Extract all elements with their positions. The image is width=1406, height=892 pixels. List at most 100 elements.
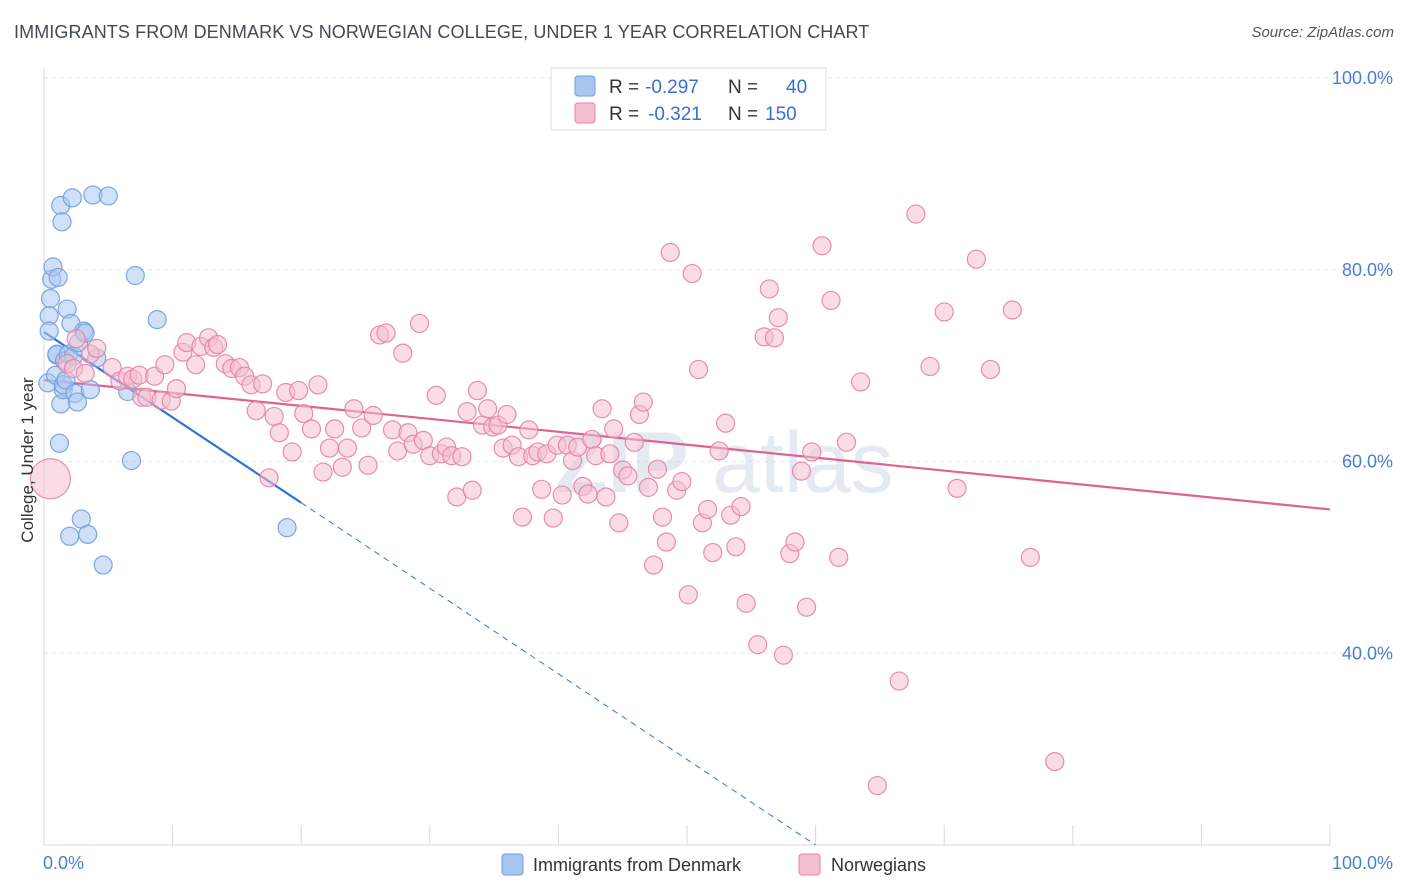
norwegian-point (759, 279, 779, 299)
norwegian-point (582, 429, 602, 450)
norwegian-point (337, 438, 358, 458)
norwegian-point (624, 432, 644, 452)
tick-labels: 40.0% 60.0% 80.0% 100.0% 0.0% 100.0% (43, 68, 1393, 873)
norwegian-point (29, 458, 72, 500)
legend-blue-n-value: 40 (786, 77, 807, 98)
legend-box (550, 67, 827, 131)
norwegian-point (308, 375, 328, 395)
norwegian-point (552, 485, 572, 505)
norwegian-point (358, 455, 378, 475)
bottom-legend-label-pink: Norwegians (831, 855, 926, 875)
legend-swatch-pink (574, 102, 596, 124)
norwegian-point (609, 513, 629, 533)
norwegian-point (791, 461, 812, 481)
denmark-point (67, 392, 88, 412)
legend-pink-n-label: N = (728, 104, 758, 125)
norwegian-point (478, 399, 498, 419)
denmark-point (98, 186, 118, 206)
norwegian-point (647, 459, 668, 479)
norwegian-point (352, 418, 372, 438)
y-axis-title: College, Under 1 year (18, 377, 37, 543)
norwegian-point (947, 478, 967, 498)
norwegian-point (773, 645, 794, 665)
norwegian-point (638, 477, 659, 497)
norwegian-point (344, 399, 364, 419)
norwegian-point (409, 313, 430, 334)
norwegian-point (643, 555, 664, 575)
denmark-point (121, 450, 142, 471)
norwegian-point (906, 204, 926, 224)
chart-source: Source: ZipAtlas.com (1251, 24, 1394, 41)
norwegian-point (155, 355, 175, 375)
denmark-point (125, 265, 145, 286)
norwegian-point (709, 441, 729, 461)
norwegian-point (282, 442, 302, 462)
norwegian-point (592, 399, 612, 419)
y-tick-label: 60.0% (1342, 452, 1393, 472)
norwegian-point (519, 420, 539, 440)
norwegian-point (578, 484, 598, 504)
bottom-legend-swatch-pink (798, 853, 821, 876)
norwegian-point (75, 363, 95, 383)
norwegian-point (289, 380, 309, 401)
norwegian-point (652, 507, 673, 527)
y-tick-label: 100.0% (1332, 68, 1393, 88)
norwegian-point (457, 402, 477, 422)
denmark-point (39, 321, 59, 341)
norwegian-point (812, 236, 832, 256)
chart-title: IMMIGRANTS FROM DENMARK VS NORWEGIAN COL… (14, 22, 870, 42)
norwegian-point (867, 775, 887, 796)
norwegian-point (656, 532, 677, 552)
norwegian-point (294, 403, 314, 424)
denmark-point (60, 526, 80, 546)
norwegian-point (66, 329, 86, 349)
correlation-legend: R = -0.297 N = 40 R = -0.321 N = 150 (550, 67, 827, 131)
norwegian-point (604, 419, 624, 439)
norwegian-point (736, 593, 756, 613)
norwegian-point (301, 419, 322, 439)
legend-blue-n-label: N = (728, 77, 758, 98)
norwegian-point (829, 547, 849, 567)
series-legend: Immigrants from Denmark Norwegians (501, 853, 926, 876)
norwegian-point (264, 406, 284, 427)
norwegian-point (462, 480, 482, 500)
norwegian-point (678, 585, 698, 605)
legend-pink-r-label: R = (609, 104, 639, 125)
norwegian-point (633, 392, 653, 412)
denmark-point (147, 310, 167, 330)
norwegian-point (313, 462, 333, 482)
x-tick-label-start: 0.0% (43, 853, 84, 873)
data-points (29, 103, 1065, 796)
norwegian-point (269, 423, 289, 443)
y-tick-label: 40.0% (1342, 643, 1393, 663)
denmark-point (93, 555, 113, 575)
norwegian-point (821, 290, 841, 311)
axes (43, 68, 1331, 846)
norwegian-point (785, 532, 805, 552)
norwegian-point (319, 438, 340, 458)
norwegian-point (467, 380, 487, 401)
norwegian-point (208, 334, 228, 355)
norwegian-point (796, 597, 817, 617)
denmark-point (62, 188, 82, 208)
norwegian-point (1002, 300, 1022, 320)
norwegian-point (166, 379, 187, 399)
norwegian-point (596, 487, 616, 507)
norwegian-point (87, 338, 107, 358)
norwegian-point (532, 479, 552, 499)
norwegian-point (715, 413, 736, 433)
norwegian-point (512, 507, 532, 527)
norwegian-point (836, 432, 857, 452)
norwegian-point (768, 308, 788, 328)
norwegian-point (731, 496, 751, 517)
norwegian-point (703, 542, 723, 563)
grid-lines (44, 77, 1392, 654)
norwegian-point (920, 356, 940, 377)
denmark-point (277, 518, 297, 538)
norwegian-point (660, 242, 680, 263)
norwegian-point (764, 328, 785, 348)
norwegian-point (426, 385, 446, 405)
norwegian-point (966, 249, 986, 269)
norwegian-point (332, 457, 352, 477)
